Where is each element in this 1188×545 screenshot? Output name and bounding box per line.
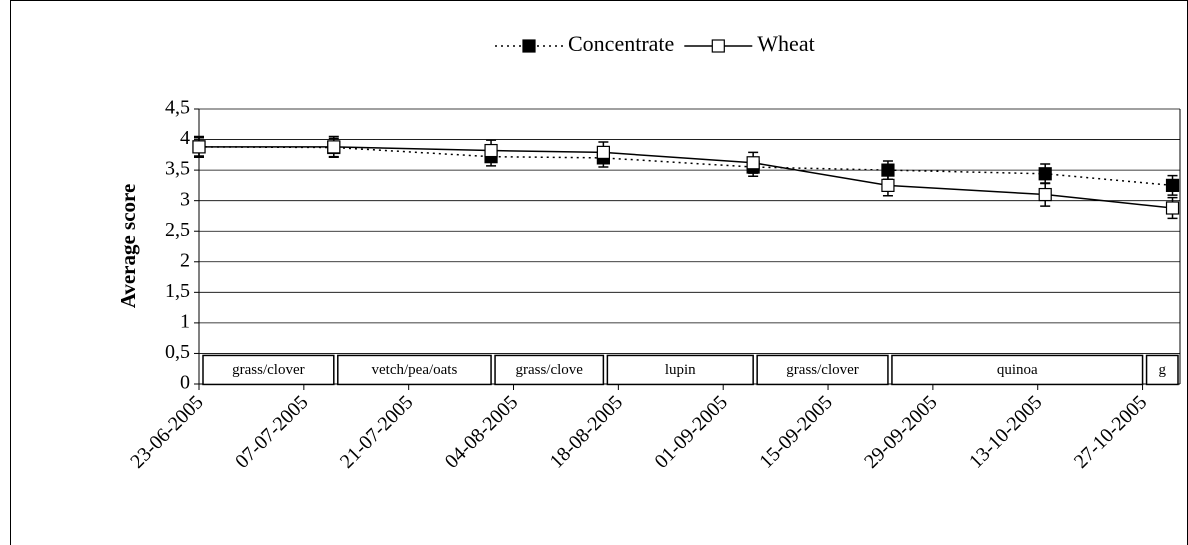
y-tick-label: 3,5 (165, 158, 190, 180)
y-tick-label: 1 (180, 310, 190, 332)
marker (746, 156, 760, 170)
crop-label: grass/clover (232, 362, 304, 378)
crop-box (202, 354, 335, 386)
legend-marker (711, 39, 725, 53)
marker (327, 140, 341, 154)
crop-box (494, 354, 605, 386)
marker (1038, 167, 1052, 181)
crop-label: vetch/pea/oats (372, 362, 458, 378)
y-tick-label: 2 (180, 249, 190, 271)
legend-label: Wheat (757, 31, 814, 56)
y-tick-label: 2,5 (165, 219, 190, 241)
y-tick-label: 4,5 (165, 97, 190, 119)
marker (1165, 201, 1180, 215)
marker (1038, 187, 1052, 202)
crop-box (891, 354, 1144, 386)
series-line (199, 146, 1173, 209)
crop-box (606, 354, 754, 386)
y-tick-label: 1,5 (165, 280, 190, 302)
marker (881, 163, 895, 177)
crop-box (337, 354, 492, 386)
y-tick-label: 4 (180, 127, 190, 149)
crop-label: grass/clove (515, 362, 583, 378)
marker (192, 140, 206, 154)
crop-label: grass/clover (786, 362, 858, 378)
marker (1165, 178, 1180, 192)
crop-label: quinoa (997, 362, 1038, 378)
marker (596, 145, 610, 159)
y-axis-label: Average score (116, 184, 140, 309)
marker (881, 178, 895, 192)
legend-marker (522, 39, 536, 53)
y-tick-label: 3 (180, 188, 190, 210)
marker (484, 143, 498, 158)
crop-label: lupin (665, 362, 696, 378)
legend-label: Concentrate (568, 31, 674, 56)
y-tick-label: 0 (180, 372, 190, 394)
y-tick-label: 0,5 (165, 341, 190, 363)
crop-label: g (1159, 362, 1167, 378)
plot-area (199, 109, 1180, 384)
crop-box (1145, 354, 1179, 386)
crop-box (756, 354, 889, 386)
